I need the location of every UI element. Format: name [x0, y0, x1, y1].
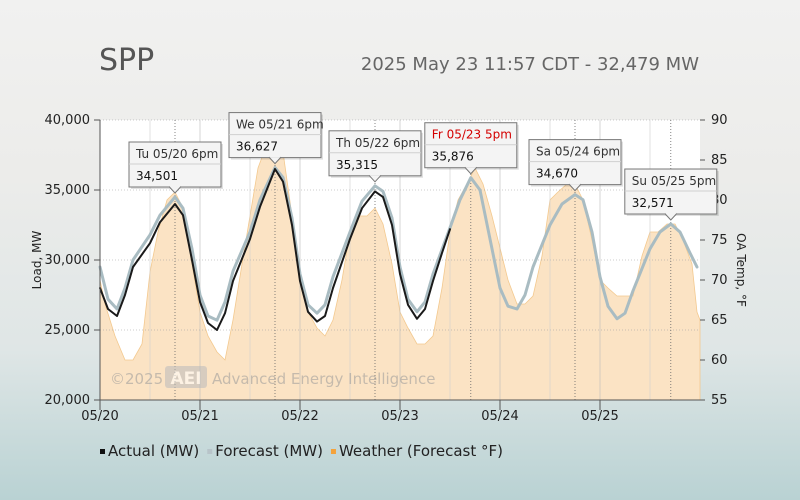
- peak-callout: Su 05/25 5pm 32,571: [624, 168, 719, 221]
- callout-pointer: [568, 183, 582, 192]
- callout-value: 32,571: [632, 196, 674, 210]
- callout-value: 35,315: [336, 158, 378, 172]
- callout-pointer: [664, 213, 678, 221]
- forecast-series-line: [98, 166, 699, 322]
- y2-tick-label: 90: [711, 113, 728, 128]
- actual-series-line: [99, 168, 451, 331]
- callout-value: 34,670: [536, 167, 578, 181]
- y-tick-label: 40,000: [45, 113, 91, 128]
- callout-pointer: [464, 166, 478, 175]
- region-title: SPP: [99, 43, 154, 78]
- peak-callout: Th 05/22 6pm 35,315: [328, 130, 423, 183]
- callout-value: 36,627: [236, 140, 278, 154]
- y-tick-label: 25,000: [45, 323, 91, 338]
- peak-callout: Tu 05/20 6pm 34,501: [128, 141, 223, 194]
- legend-label: Weather (Forecast °F): [339, 442, 503, 460]
- callout-time: Sa 05/24 6pm: [536, 145, 620, 159]
- y2-tick-label: 55: [711, 393, 728, 408]
- watermark-logo: AEI: [170, 369, 201, 389]
- legend-label: Actual (MW): [108, 442, 199, 460]
- y2-tick-label: 70: [711, 273, 728, 288]
- y2-tick-label: 60: [711, 353, 728, 368]
- y-tick-label: 30,000: [45, 253, 91, 268]
- x-tick-label: 05/20: [81, 409, 118, 424]
- callout-pointer: [168, 186, 182, 194]
- watermark-logo-box: [165, 366, 207, 388]
- peak-callout: We 05/21 6pm 36,627: [228, 112, 324, 165]
- legend-swatch: [100, 449, 105, 454]
- x-tick-label: 05/21: [181, 409, 218, 424]
- callout-value: 34,501: [136, 169, 178, 183]
- legend-item-weather[interactable]: Weather (Forecast °F): [330, 442, 503, 460]
- x-tick-label: 05/22: [281, 409, 318, 424]
- y-tick-label: 20,000: [45, 393, 91, 408]
- callout-time: Tu 05/20 6pm: [135, 147, 218, 161]
- y2-tick-label: 85: [711, 153, 728, 168]
- x-tick-label: 05/25: [581, 409, 618, 424]
- legend: Actual (MW) Forecast (MW) Weather (Forecas…: [100, 442, 503, 460]
- status-text: 2025 May 23 11:57 CDT - 32,479 MW: [361, 54, 699, 75]
- callout-time: Th 05/22 6pm: [335, 136, 420, 150]
- callout-layer: Tu 05/20 6pm 34,501 We 05/21 6pm 36,627 Th 0…: [128, 112, 719, 221]
- callout-time: Su 05/25 5pm: [632, 174, 716, 188]
- y2-axis-title: OA Temp, °F: [734, 233, 748, 307]
- series-layer: [98, 166, 699, 331]
- y2-tick-label: 65: [711, 313, 728, 328]
- peak-callout: Sa 05/24 6pm 34,670: [528, 139, 623, 192]
- callout-time: Fr 05/23 5pm: [432, 128, 512, 142]
- legend-swatch: [207, 449, 213, 454]
- legend-item-forecast[interactable]: Forecast (MW): [207, 442, 323, 460]
- watermark-company: Advanced Energy Intelligence: [212, 370, 435, 388]
- callout-value: 35,876: [432, 150, 474, 164]
- callout-pointer: [368, 174, 382, 183]
- y-axis-title: Load, MW: [30, 231, 44, 290]
- y-tick-label: 35,000: [45, 183, 91, 198]
- callout-time: We 05/21 6pm: [236, 118, 324, 132]
- axis-layer: 20,000 25,000 30,000 35,000 40,000 55 60 65 70 75…: [30, 113, 748, 424]
- legend-label: Forecast (MW): [215, 442, 323, 460]
- peak-callout: Fr 05/23 5pm 35,876: [424, 122, 519, 175]
- legend-swatch: [330, 449, 336, 454]
- x-tick-label: 05/24: [481, 409, 518, 424]
- watermark-copyright: ©2025: [110, 370, 163, 388]
- watermark: ©2025 AEI Advanced Energy Intelligence: [110, 366, 435, 389]
- callout-pointer: [268, 156, 282, 165]
- y2-tick-label: 75: [711, 233, 728, 248]
- legend-item-actual[interactable]: Actual (MW): [100, 442, 199, 460]
- x-tick-label: 05/23: [381, 409, 418, 424]
